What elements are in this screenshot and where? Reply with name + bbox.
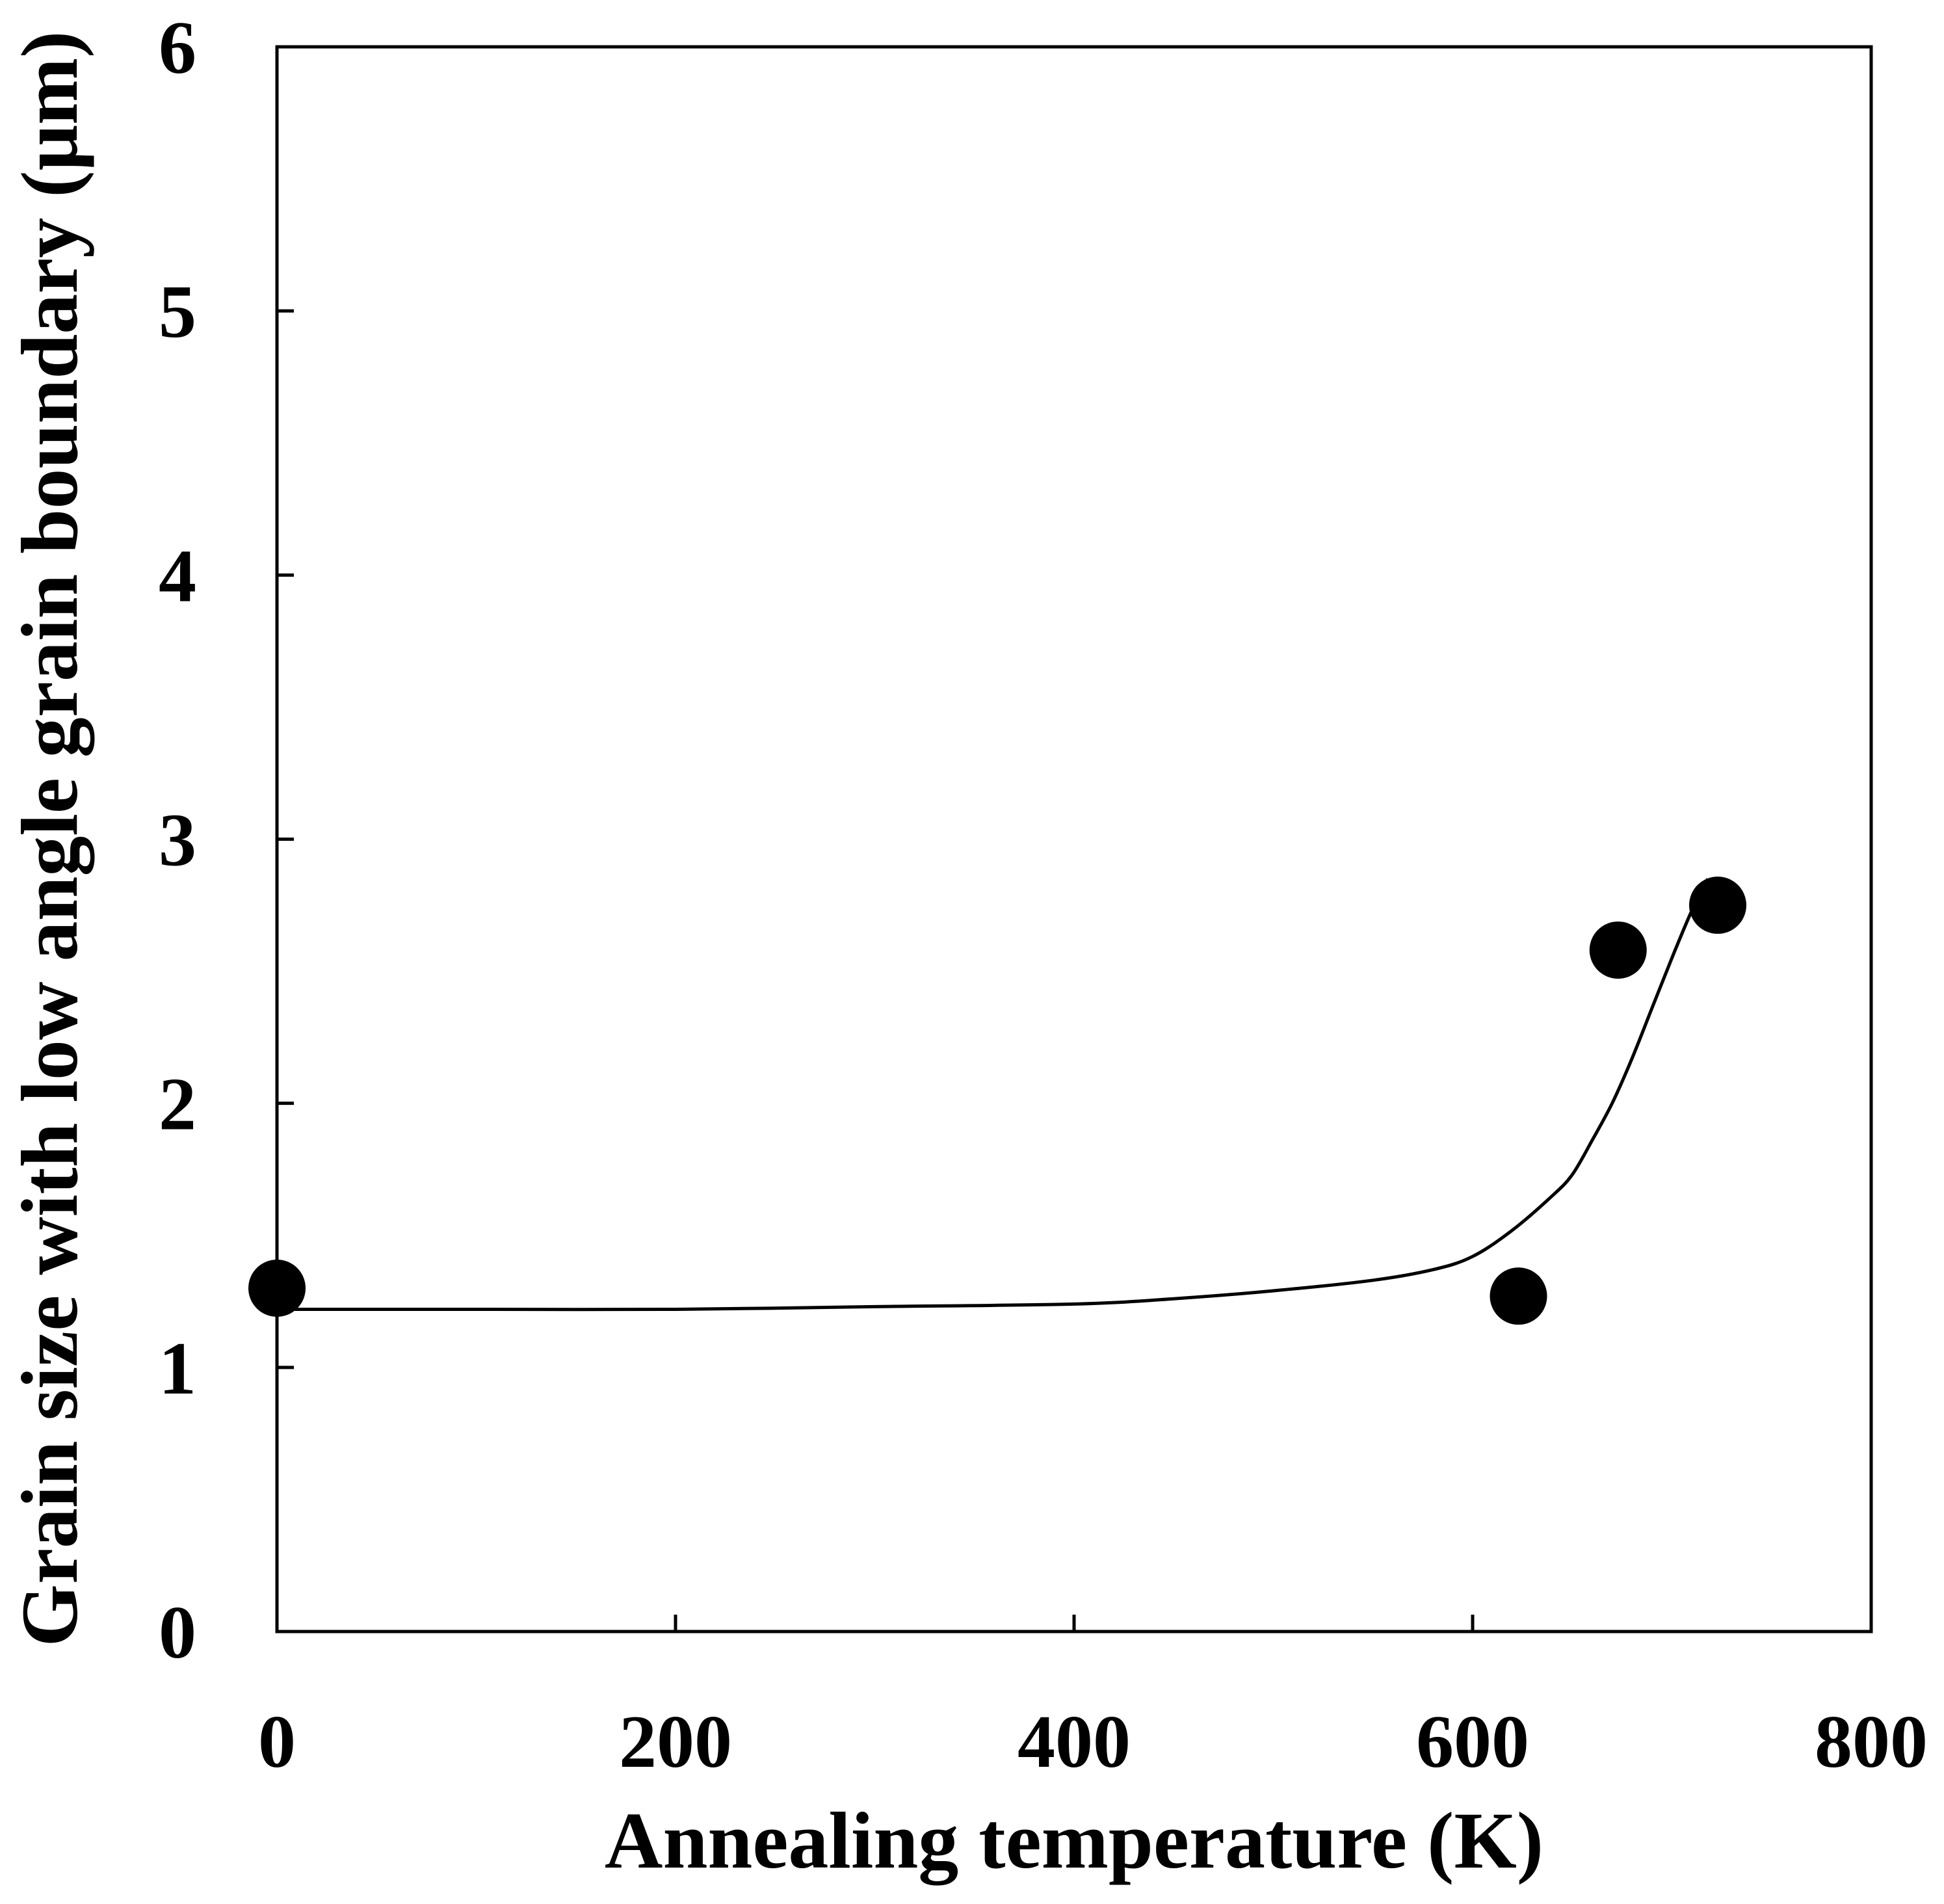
y-tick-label-4: 4	[159, 535, 196, 618]
y-tick-label-6: 6	[159, 7, 196, 90]
x-tick-label-600: 600	[1416, 1700, 1529, 1784]
x-tick-label-200: 200	[619, 1700, 732, 1784]
x-axis-ticks	[275, 1615, 1873, 1632]
y-tick-label-5: 5	[159, 271, 196, 354]
x-tick-label-0: 0	[258, 1700, 296, 1784]
y-axis-title: Grain size with low angle grain boundary…	[5, 31, 95, 1647]
x-axis-tick-labels: 0 200 400 600 800	[258, 1700, 1928, 1784]
y-tick-label-3: 3	[159, 799, 196, 882]
x-tick-label-800: 800	[1815, 1700, 1928, 1784]
data-markers	[248, 877, 1746, 1325]
x-tick-label-400: 400	[1018, 1700, 1131, 1784]
fit-curve	[277, 878, 1709, 1312]
x-axis-title: Annealing temperature (K)	[605, 1796, 1543, 1886]
data-point-673	[1589, 921, 1647, 979]
data-point-723	[1688, 877, 1746, 934]
y-tick-label-0: 0	[159, 1591, 196, 1674]
y-axis-tick-labels: 0 1 2 3 4 5 6	[159, 7, 196, 1674]
data-point-623	[1490, 1267, 1547, 1325]
y-tick-label-1: 1	[159, 1327, 196, 1410]
data-point-0	[248, 1259, 306, 1317]
y-axis-ticks	[277, 45, 294, 1633]
y-tick-label-2: 2	[159, 1063, 196, 1146]
